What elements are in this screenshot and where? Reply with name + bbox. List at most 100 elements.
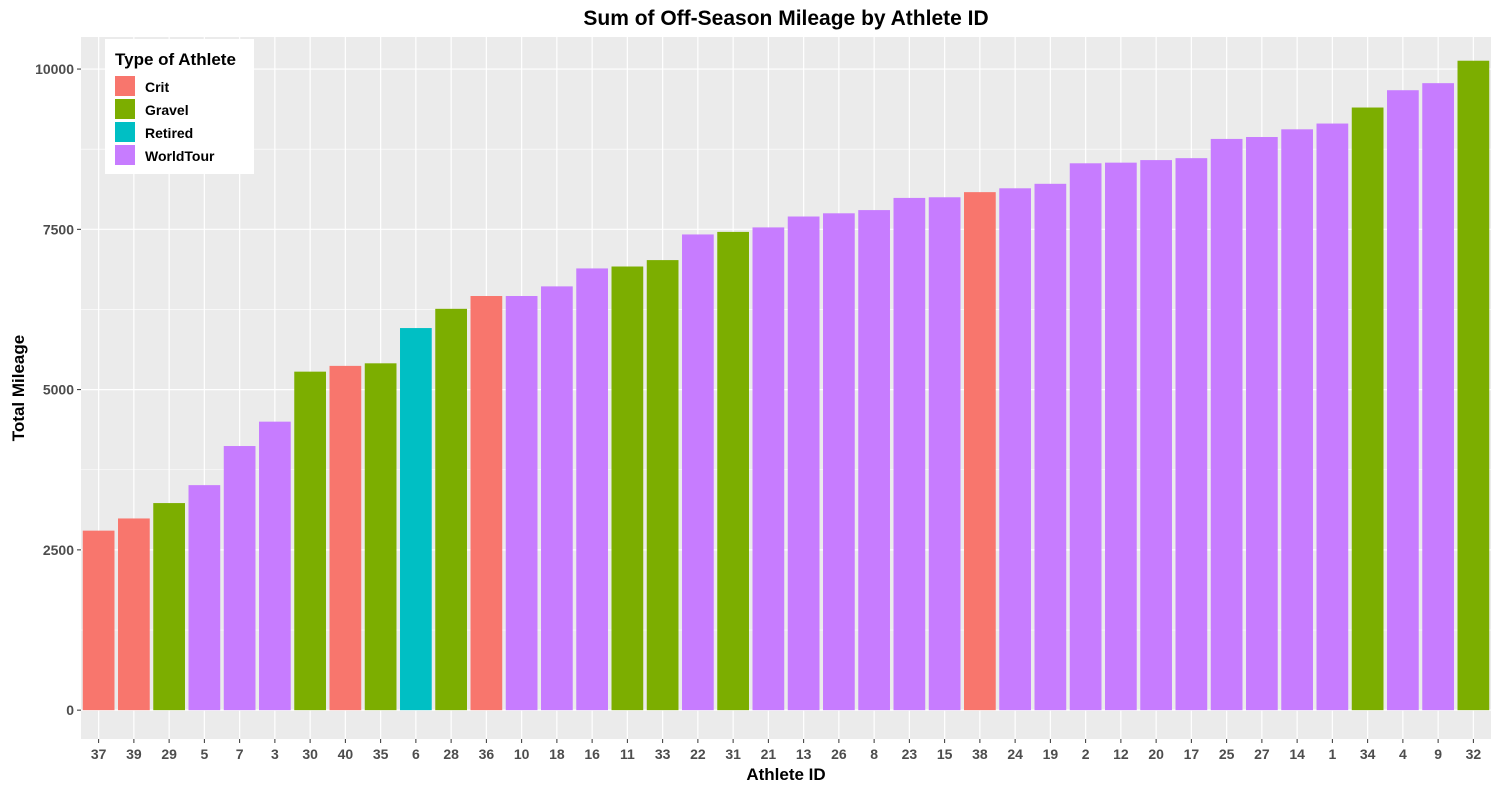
bar-athlete-8	[858, 210, 890, 711]
bar-athlete-16	[576, 268, 608, 711]
x-tick-label: 6	[412, 746, 420, 762]
bar-athlete-13	[787, 216, 820, 711]
bar-athlete-22	[682, 234, 714, 711]
x-tick-label: 12	[1113, 746, 1129, 762]
legend-label-retired: Retired	[145, 125, 193, 141]
y-tick-label: 2500	[43, 542, 74, 558]
x-tick-label: 10	[514, 746, 530, 762]
x-tick-label: 34	[1360, 746, 1376, 762]
x-tick-label: 3	[271, 746, 279, 762]
legend-label-gravel: Gravel	[145, 102, 189, 118]
x-tick-label: 37	[91, 746, 107, 762]
bar-athlete-21	[752, 227, 785, 711]
x-tick-label: 38	[972, 746, 988, 762]
y-tick-label: 0	[66, 702, 74, 718]
x-tick-label: 29	[161, 746, 177, 762]
x-tick-label: 9	[1434, 746, 1442, 762]
x-axis-title: Athlete ID	[746, 765, 825, 784]
bar-athlete-18	[541, 286, 573, 711]
x-tick-label: 1	[1328, 746, 1336, 762]
x-tick-label: 4	[1399, 746, 1407, 762]
x-tick-label: 33	[655, 746, 671, 762]
bar-athlete-32	[1457, 60, 1490, 711]
bar-athlete-28	[435, 308, 467, 711]
x-tick-label: 18	[549, 746, 565, 762]
x-tick-label: 28	[443, 746, 459, 762]
y-tick-label: 10000	[35, 61, 74, 77]
bar-athlete-30	[294, 371, 326, 711]
x-tick-label: 19	[1043, 746, 1059, 762]
x-tick-label: 22	[690, 746, 706, 762]
y-tick-label: 7500	[43, 221, 74, 237]
bar-athlete-40	[329, 365, 362, 711]
x-tick-label: 27	[1254, 746, 1270, 762]
x-tick-label: 32	[1466, 746, 1482, 762]
x-tick-label: 26	[831, 746, 847, 762]
bar-athlete-34	[1351, 107, 1384, 711]
bar-athlete-1	[1316, 123, 1349, 711]
x-tick-label: 21	[761, 746, 777, 762]
x-tick-label: 8	[870, 746, 878, 762]
x-axis: 37 39 29 5 7 3 30 40 35 6 28 36 10 18 16 11 33 22 31 21 13 26…	[91, 739, 1482, 762]
x-tick-label: 17	[1184, 746, 1200, 762]
bar-athlete-14	[1281, 129, 1313, 711]
x-tick-label: 14	[1289, 746, 1305, 762]
bars-group	[82, 60, 1490, 711]
bar-athlete-29	[153, 503, 185, 711]
bar-athlete-10	[505, 296, 538, 711]
x-tick-label: 15	[937, 746, 953, 762]
bar-athlete-9	[1422, 83, 1454, 711]
chart-title: Sum of Off-Season Mileage by Athlete ID	[583, 7, 988, 30]
y-tick-label: 5000	[43, 382, 74, 398]
bar-athlete-38	[964, 192, 996, 711]
bar-athlete-33	[646, 260, 679, 711]
bar-athlete-31	[717, 231, 749, 711]
x-tick-label: 40	[338, 746, 354, 762]
x-tick-label: 35	[373, 746, 389, 762]
bar-athlete-2	[1069, 163, 1102, 711]
legend-key-crit	[115, 76, 135, 96]
bar-athlete-11	[611, 266, 644, 711]
bar-athlete-4	[1387, 90, 1419, 711]
bar-athlete-25	[1210, 138, 1243, 711]
bar-athlete-20	[1140, 160, 1172, 711]
legend-label-worldtour: WorldTour	[145, 148, 215, 164]
legend-title: Type of Athlete	[115, 50, 236, 69]
x-tick-label: 24	[1007, 746, 1023, 762]
legend-label-crit: Crit	[145, 79, 169, 95]
bar-athlete-37	[82, 530, 115, 711]
bar-athlete-27	[1246, 137, 1278, 711]
x-tick-label: 13	[796, 746, 812, 762]
bar-athlete-15	[928, 197, 961, 711]
bar-athlete-26	[823, 213, 855, 711]
x-tick-label: 16	[584, 746, 600, 762]
legend: Type of Athlete Crit Gravel Retired WorldTo…	[105, 39, 254, 174]
bar-athlete-23	[893, 197, 926, 711]
panel-background	[81, 37, 1491, 739]
x-tick-label: 2	[1082, 746, 1090, 762]
x-tick-label: 5	[200, 746, 208, 762]
legend-key-retired	[115, 122, 135, 142]
y-axis: 0 2500 5000 7500 10000	[35, 61, 81, 718]
x-tick-label: 7	[236, 746, 244, 762]
x-tick-label: 39	[126, 746, 142, 762]
bar-athlete-6	[400, 328, 432, 711]
x-tick-label: 20	[1148, 746, 1164, 762]
x-tick-label: 25	[1219, 746, 1235, 762]
bar-athlete-12	[1105, 162, 1137, 711]
x-tick-label: 11	[620, 746, 635, 762]
bar-athlete-39	[118, 518, 150, 711]
x-tick-label: 23	[902, 746, 918, 762]
bar-athlete-36	[470, 296, 503, 711]
bar-athlete-19	[1034, 183, 1067, 711]
bar-athlete-7	[223, 446, 256, 711]
legend-key-gravel	[115, 99, 135, 119]
x-tick-label: 30	[302, 746, 318, 762]
bar-athlete-17	[1175, 158, 1208, 711]
bar-athlete-35	[364, 363, 397, 711]
bar-athlete-24	[999, 188, 1031, 711]
bar-athlete-3	[259, 421, 291, 711]
bar-athlete-5	[188, 485, 221, 711]
